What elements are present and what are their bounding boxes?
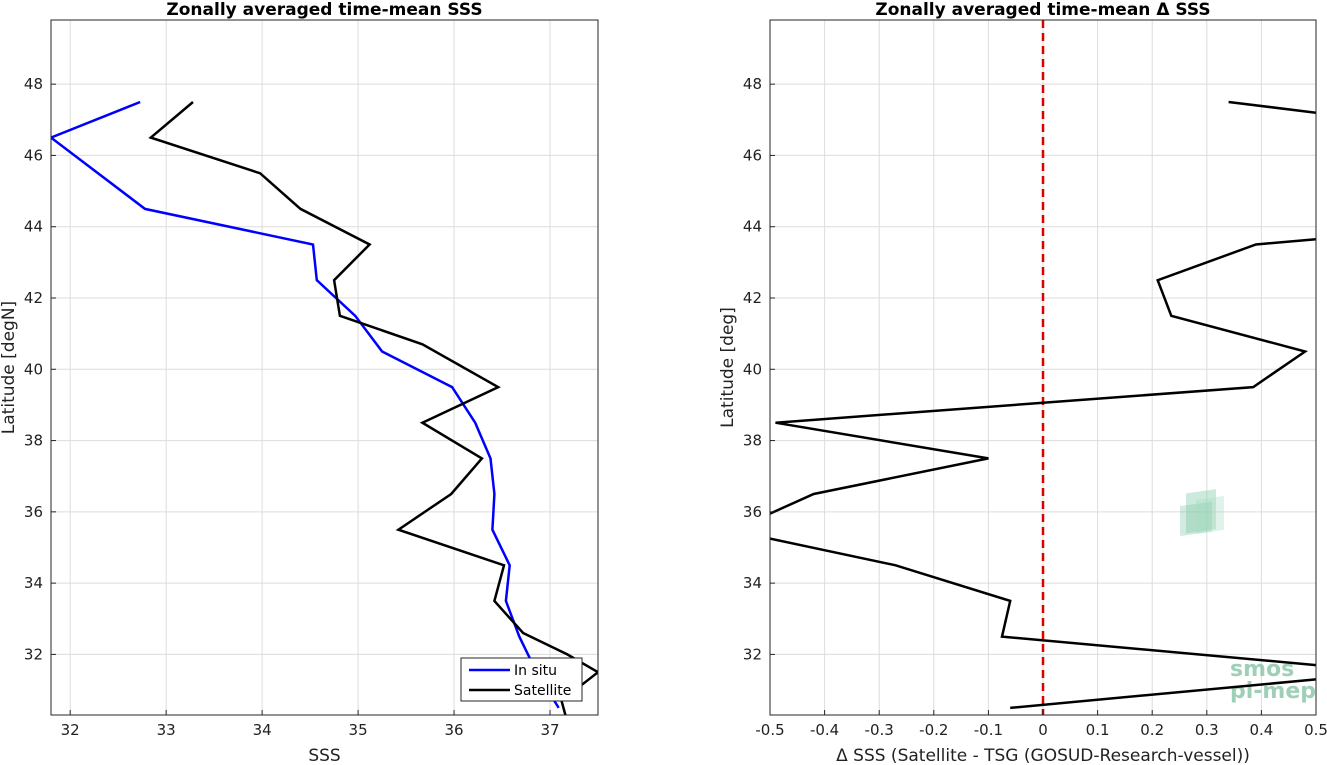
right-y-axis-label: Latitude [deg] <box>718 307 738 428</box>
right-series <box>770 100 1316 710</box>
right-panel: smos pi-mep -0.5 -0.4 -0.3 -0.2 -0.1 0 0.1 0.2 0… <box>718 0 1327 765</box>
y-tick-label: 46 <box>743 146 762 164</box>
delta-sss-series-line <box>770 237 1316 515</box>
y-tick-label: 44 <box>24 218 43 236</box>
x-tick-label: 0 <box>1038 721 1048 739</box>
x-tick-label: 0.2 <box>1140 721 1164 739</box>
y-tick-label: 42 <box>24 289 43 307</box>
y-tick-label: 38 <box>24 432 43 450</box>
x-tick-label: -0.5 <box>755 721 784 739</box>
y-tick-label: 48 <box>743 75 762 93</box>
delta-sss-series-line <box>1010 678 1316 710</box>
left-x-axis-label: SSS <box>308 746 340 765</box>
x-tick-label: -0.3 <box>865 721 894 739</box>
y-tick-label: 32 <box>24 645 43 663</box>
x-tick-label: 36 <box>445 721 464 739</box>
y-tick-label: 48 <box>24 75 43 93</box>
x-tick-label: -0.4 <box>810 721 839 739</box>
x-tick-label: 0.1 <box>1086 721 1110 739</box>
legend-label-in-situ: In situ <box>514 663 557 679</box>
y-tick-label: 36 <box>24 503 43 521</box>
y-tick-label: 36 <box>743 503 762 521</box>
delta-sss-series-line <box>770 537 1316 667</box>
legend-label-satellite: Satellite <box>514 683 571 699</box>
y-tick-label: 32 <box>743 645 762 663</box>
x-tick-label: 33 <box>157 721 176 739</box>
y-tick-label: 40 <box>24 360 43 378</box>
y-tick-label: 46 <box>24 146 43 164</box>
delta-sss-series-line <box>1228 100 1316 114</box>
left-tick-labels: 32 33 34 35 36 37 32 34 36 38 40 42 44 46 48 <box>24 75 560 739</box>
x-tick-label: -0.2 <box>919 721 948 739</box>
y-tick-label: 42 <box>743 289 762 307</box>
right-x-axis-label: Δ SSS (Satellite - TSG (GOSUD-Research-v… <box>836 746 1250 765</box>
x-tick-label: 0.4 <box>1249 721 1273 739</box>
x-tick-label: 34 <box>253 721 272 739</box>
watermark: smos pi-mep <box>1180 489 1316 704</box>
right-tick-labels: -0.5 -0.4 -0.3 -0.2 -0.1 0 0.1 0.2 0.3 0.4 0.5 32 34… <box>743 75 1327 739</box>
left-grid <box>51 20 598 715</box>
x-tick-label: 0.5 <box>1304 721 1327 739</box>
x-tick-label: 32 <box>61 721 80 739</box>
watermark-logo-icon <box>1180 489 1224 537</box>
legend-box <box>460 657 583 702</box>
y-tick-label: 34 <box>743 574 762 592</box>
x-tick-label: -0.1 <box>974 721 1003 739</box>
x-tick-label: 37 <box>540 721 559 739</box>
left-chart-title: Zonally averaged time-mean SSS <box>166 0 482 20</box>
x-tick-label: 35 <box>349 721 368 739</box>
y-tick-label: 40 <box>743 360 762 378</box>
legend: In situ Satellite <box>460 657 583 702</box>
x-tick-label: 0.3 <box>1195 721 1219 739</box>
y-tick-label: 44 <box>743 218 762 236</box>
y-tick-label: 38 <box>743 432 762 450</box>
in-situ-series-line <box>51 100 560 709</box>
right-chart-title: Zonally averaged time-mean Δ SSS <box>875 0 1210 20</box>
left-panel: 32 33 34 35 36 37 32 34 36 38 40 42 44 46 48 Zonally a… <box>0 0 599 765</box>
left-y-axis-label: Latitude [degN] <box>0 301 19 434</box>
left-series <box>51 100 598 715</box>
satellite-series-line <box>148 101 598 715</box>
left-axes-frame <box>50 19 599 716</box>
y-tick-label: 34 <box>24 574 43 592</box>
